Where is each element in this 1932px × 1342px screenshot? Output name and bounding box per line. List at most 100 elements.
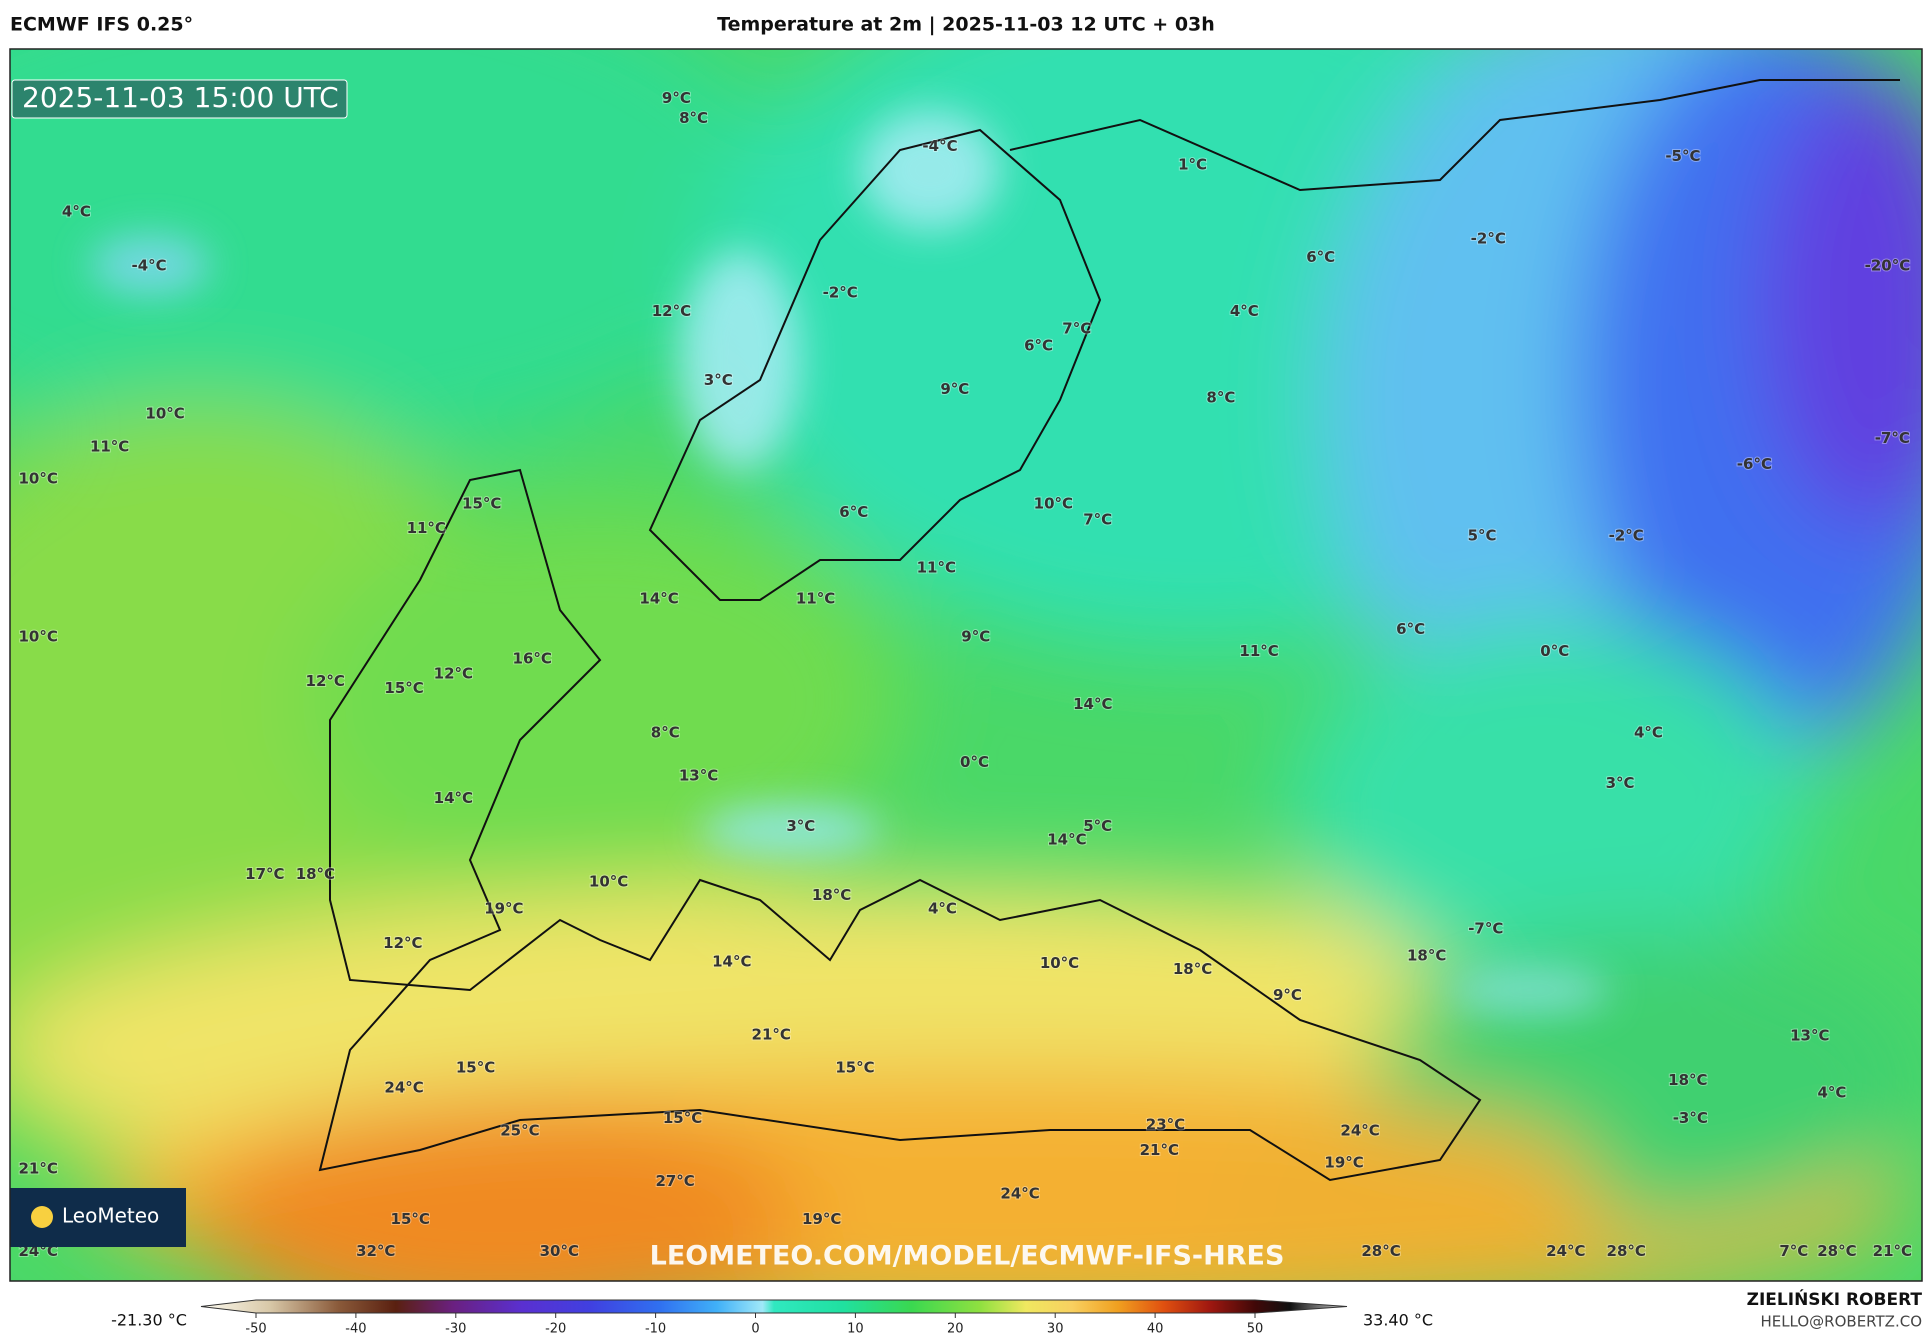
colorbar-ticks: -50 -40 -30 -20 -10 0 10 20 30 40 50: [245, 1313, 1263, 1337]
colorbar-tick-label: -40: [345, 1322, 366, 1337]
temperature-label: -2°C: [823, 284, 858, 302]
logo: LeoMeteo: [62, 1204, 159, 1228]
temperature-label: 10°C: [1034, 494, 1073, 512]
temperature-label: 19°C: [484, 900, 523, 918]
temperature-label: -7°C: [1875, 429, 1910, 447]
temperature-label: 19°C: [1324, 1154, 1363, 1172]
model-name: ECMWF IFS 0.25°: [10, 14, 193, 36]
temperature-label: 11°C: [917, 558, 956, 576]
temperature-label: 8°C: [1206, 388, 1235, 406]
temperature-label: 8°C: [679, 109, 708, 127]
colorbar: [200, 1299, 1348, 1314]
temperature-label: 11°C: [796, 589, 835, 607]
temperature-label: 25°C: [500, 1121, 539, 1139]
valid-time: 2025-11-03 15:00 UTC: [22, 81, 339, 114]
temperature-label: -20°C: [1865, 257, 1911, 275]
temperature-label: 21°C: [752, 1025, 791, 1043]
temperature-label: -5°C: [1665, 147, 1700, 165]
temperature-label: 3°C: [704, 371, 733, 389]
temperature-label: 5°C: [1468, 526, 1497, 544]
temperature-label: 4°C: [1230, 302, 1259, 320]
map-title: Temperature at 2m | 2025-11-03 12 UTC + …: [717, 14, 1215, 36]
temperature-label: 6°C: [1024, 337, 1053, 355]
colorbar-min: -21.30 °C: [111, 1311, 187, 1330]
temperature-label: 15°C: [384, 679, 423, 697]
temperature-label: -2°C: [1471, 230, 1506, 248]
temperature-label: 18°C: [1668, 1071, 1707, 1089]
temperature-label: 19°C: [802, 1210, 841, 1228]
colorbar-tick-label: -10: [645, 1322, 666, 1337]
temperature-label: 16°C: [513, 650, 552, 668]
temperature-label: 5°C: [1083, 817, 1112, 835]
colorbar-tick-label: 10: [847, 1322, 864, 1337]
temperature-label: 8°C: [651, 724, 680, 742]
temperature-label: 10°C: [1040, 954, 1079, 972]
coastline: [1009, 79, 1900, 192]
temperature-label: 9°C: [1273, 986, 1302, 1004]
temperature-label: 15°C: [462, 494, 501, 512]
author-name: ZIELIŃSKI ROBERT: [1747, 1288, 1923, 1310]
temperature-label: 17°C: [245, 865, 284, 883]
temperature-label: 7°C: [1083, 510, 1112, 528]
temperature-label: 3°C: [1606, 774, 1635, 792]
temperature-label: 11°C: [407, 519, 446, 537]
temperature-label: -7°C: [1468, 919, 1503, 937]
temperature-label: -4°C: [922, 137, 957, 155]
temperature-label: 28°C: [1817, 1242, 1856, 1260]
temperature-label: 18°C: [1173, 960, 1212, 978]
temperature-label: 18°C: [1407, 947, 1446, 965]
temperature-label: 32°C: [356, 1242, 395, 1260]
colorbar-max: 33.40 °C: [1363, 1311, 1433, 1330]
temperature-label: 10°C: [18, 470, 57, 488]
temperature-label: 12°C: [383, 934, 422, 952]
temperature-label: 0°C: [960, 753, 989, 771]
temperature-label: 18°C: [296, 865, 335, 883]
temperature-label: 14°C: [434, 789, 473, 807]
temperature-label: 6°C: [1396, 620, 1425, 638]
temperature-label: 1°C: [1178, 156, 1207, 174]
temperature-label: 4°C: [928, 900, 957, 918]
temperature-label: 13°C: [1790, 1027, 1829, 1045]
temperature-label: 14°C: [712, 953, 751, 971]
temperature-label: 24°C: [1340, 1121, 1379, 1139]
temperature-label: 15°C: [663, 1109, 702, 1127]
colorbar-tick-label: 50: [1247, 1322, 1264, 1337]
watermark: LEOMETEO.COM/MODEL/ECMWF-IFS-HRES: [650, 1241, 1285, 1272]
temperature-label: 9°C: [940, 380, 969, 398]
temperature-label: 3°C: [786, 817, 815, 835]
map-frame: [9, 48, 1923, 1282]
temperature-label: 11°C: [1239, 642, 1278, 660]
colorbar-tick-label: 40: [1147, 1322, 1164, 1337]
temperature-label: 7°C: [1779, 1242, 1808, 1260]
temperature-label: 24°C: [1000, 1184, 1039, 1202]
temperature-label: 10°C: [18, 627, 57, 645]
temperature-label: 10°C: [589, 873, 628, 891]
temperature-label: 6°C: [1306, 248, 1335, 266]
coastline: [648, 128, 1102, 601]
author-email: HELLO@ROBERTZ.CO: [1760, 1313, 1922, 1331]
temperature-label: 12°C: [434, 664, 473, 682]
temperature-label: 7°C: [1062, 319, 1091, 337]
temperature-label: 4°C: [1818, 1083, 1847, 1101]
temperature-label: 21°C: [1873, 1242, 1912, 1260]
temperature-label: 14°C: [639, 589, 678, 607]
temperature-label: 27°C: [655, 1172, 694, 1190]
temperature-label: 12°C: [306, 672, 345, 690]
temperature-label: 4°C: [62, 202, 91, 220]
coastline: [318, 468, 1482, 1182]
valid-time-box: [11, 79, 348, 119]
temperature-label: 12°C: [652, 302, 691, 320]
temperature-label: 15°C: [835, 1059, 874, 1077]
colorbar-tick-label: 30: [1047, 1322, 1064, 1337]
temperature-labels: 9°C 8°C -4°C 1°C -5°C 4°C -4°C -2°C 6°C -20°C -2°C…: [17, 88, 1913, 1261]
temperature-label: 23°C: [1146, 1115, 1185, 1133]
temperature-label: 10°C: [145, 404, 184, 422]
colorbar-tick-label: 0: [751, 1322, 759, 1337]
temperature-label: 0°C: [1540, 642, 1569, 660]
temperature-label: 11°C: [90, 438, 129, 456]
logo-sun: [31, 1206, 53, 1228]
temperature-label: 6°C: [839, 503, 868, 521]
temperature-label: 9°C: [662, 89, 691, 107]
temperature-label: 18°C: [812, 886, 851, 904]
